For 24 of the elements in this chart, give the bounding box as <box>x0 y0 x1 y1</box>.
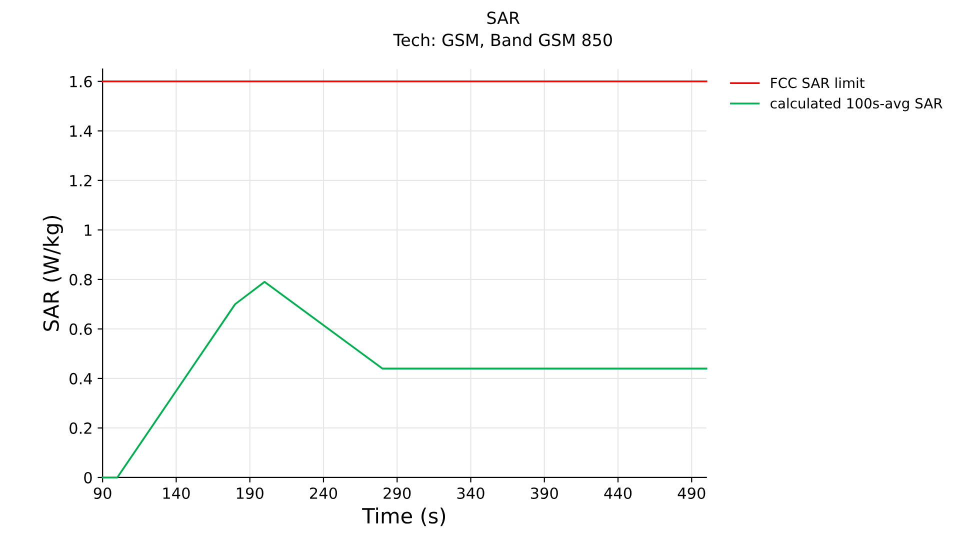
x-tick-label: 190 <box>236 487 264 500</box>
y-tick-label: 1 <box>84 224 92 236</box>
x-tick-label: 90 <box>94 487 112 500</box>
x-tick-label: 290 <box>384 487 411 500</box>
y-axis-title: SAR (W/kg) <box>42 216 64 331</box>
legend-label: calculated 100s-avg SAR <box>770 98 942 112</box>
chart-subtitle: Tech: GSM, Band GSM 850 <box>393 33 612 48</box>
x-tick-label: 140 <box>163 487 190 500</box>
x-tick-label: 490 <box>678 487 706 500</box>
x-tick-label: 440 <box>604 487 632 500</box>
y-tick-label: 0.2 <box>70 422 92 434</box>
x-axis-title: Time (s) <box>362 508 446 526</box>
x-tick-label: 340 <box>457 487 484 500</box>
y-tick-label: 1.2 <box>70 174 92 186</box>
x-tick-label: 390 <box>530 487 558 500</box>
y-tick-label: 1.4 <box>70 126 92 137</box>
y-tick-label: 0 <box>84 472 92 484</box>
y-tick-label: 1.6 <box>70 76 92 88</box>
y-tick-label: 0.8 <box>70 274 92 286</box>
y-tick-label: 0.4 <box>70 372 92 384</box>
legend-label: FCC SAR limit <box>771 77 864 88</box>
y-tick-label: 0.6 <box>70 323 92 335</box>
chart-title: SAR <box>487 12 520 24</box>
x-tick-label: 240 <box>310 487 338 500</box>
